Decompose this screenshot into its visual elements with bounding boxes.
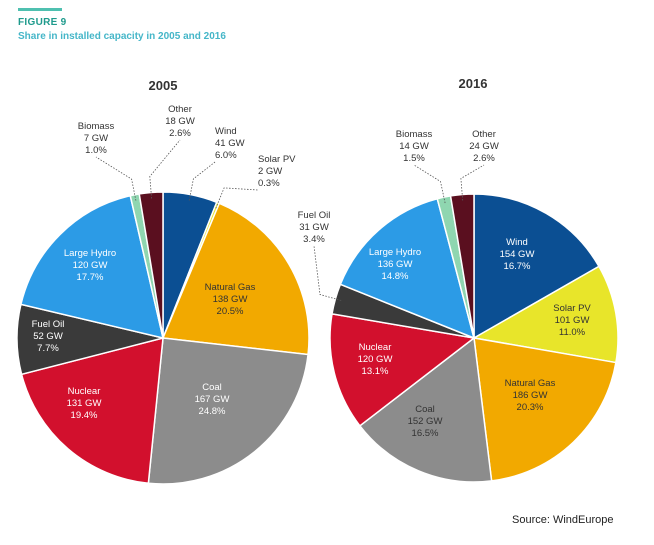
slice-label-nuclear-2016: Nuclear 120 GW 13.1% [358, 342, 393, 377]
leader-line-other-2005 [149, 139, 181, 199]
slice-label-biomass-2016: Biomass 14 GW 1.5% [396, 129, 433, 164]
pie-slice-coal-2016 [358, 336, 493, 483]
slice-label-solar-pv-2016: Solar PV 101 GW 11.0% [553, 303, 591, 338]
slice-label-solar-pv-2005: Solar PV 2 GW 0.3% [258, 154, 296, 189]
slice-label-coal-2005: Coal 167 GW 24.8% [195, 382, 230, 417]
pie-slice-coal-2005 [147, 337, 309, 485]
leader-line-solar-pv-2005 [215, 187, 259, 209]
pie-chart-2016: 2016 Wind 154 GW 16.7% Solar PV 101 GW 11.0% N… [298, 76, 619, 483]
figure-title: Share in installed capacity in 2005 and … [18, 31, 226, 42]
slice-label-other-2016: Other 24 GW 2.6% [469, 129, 499, 164]
leader-line-other-2016 [460, 164, 485, 201]
leader-line-biomass-2005 [95, 156, 137, 201]
source-note: Source: WindEurope [512, 514, 614, 526]
slice-label-fuel-oil-2016: Fuel Oil 31 GW 3.4% [298, 210, 331, 245]
leader-line-fuel-oil-2016 [313, 245, 342, 301]
chart-title-2016: 2016 [459, 76, 488, 91]
slice-label-wind-2016: Wind 154 GW 16.7% [500, 237, 535, 272]
pie-slice-wind-2016 [473, 193, 600, 340]
figure-label: FIGURE 9 [18, 17, 67, 28]
accent-bar [18, 8, 62, 11]
pie-slice-solar-pv-2016 [471, 265, 619, 364]
leader-line-wind-2005 [188, 161, 216, 201]
slice-label-natural-gas-2016: Natural Gas 186 GW 20.3% [505, 378, 556, 413]
slice-label-natural-gas-2005: Natural Gas 138 GW 20.5% [205, 282, 256, 317]
slice-label-wind-2005: Wind 41 GW 6.0% [215, 126, 245, 161]
pie-slice-large-hydro-2016 [339, 197, 476, 340]
leader-line-biomass-2016 [413, 164, 446, 204]
pie-slice-nuclear-2005 [20, 337, 164, 485]
pie-slice-natural-gas-2005 [161, 202, 310, 356]
chart-title-2005: 2005 [149, 78, 178, 93]
slice-label-biomass-2005: Biomass 7 GW 1.0% [78, 121, 115, 156]
slice-label-large-hydro-2016: Large Hydro 136 GW 14.8% [369, 247, 421, 282]
slice-label-nuclear-2005: Nuclear 131 GW 19.4% [67, 386, 102, 421]
slice-label-large-hydro-2005: Large Hydro 120 GW 17.7% [64, 248, 116, 283]
slice-label-coal-2016: Coal 152 GW 16.5% [408, 404, 443, 439]
pie-chart-2005: 2005 Wind 41 GW 6.0% Solar PV 2 GW 0.3% Natura… [16, 78, 310, 485]
slice-label-other-2005: Other 18 GW 2.6% [165, 104, 195, 139]
pie-slice-nuclear-2016 [329, 313, 476, 427]
pie-slice-natural-gas-2016 [473, 337, 617, 482]
pie-slice-large-hydro-2005 [20, 194, 165, 340]
slice-label-fuel-oil-2005: Fuel Oil 52 GW 7.7% [32, 319, 65, 354]
